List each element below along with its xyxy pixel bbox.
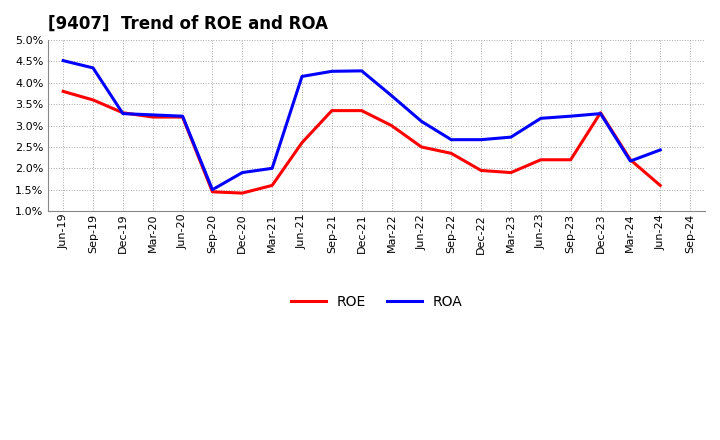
ROE <box>297 140 306 145</box>
ROE <box>447 151 456 156</box>
ROA <box>357 68 366 73</box>
ROA <box>179 114 187 119</box>
ROA <box>477 137 485 142</box>
ROE <box>596 110 605 115</box>
ROE <box>387 123 396 128</box>
Line: ROE: ROE <box>63 92 660 193</box>
ROE <box>238 191 246 196</box>
ROA <box>387 93 396 98</box>
ROE <box>626 157 635 162</box>
ROA <box>59 58 68 63</box>
ROA <box>328 69 336 74</box>
ROA <box>238 170 246 175</box>
ROE <box>179 114 187 120</box>
ROA <box>89 65 97 70</box>
ROA <box>567 114 575 119</box>
ROE <box>507 170 516 175</box>
ROE <box>567 157 575 162</box>
ROE <box>328 108 336 113</box>
ROA <box>507 135 516 140</box>
ROE <box>477 168 485 173</box>
ROA <box>297 74 306 79</box>
Text: [9407]  Trend of ROE and ROA: [9407] Trend of ROE and ROA <box>48 15 328 33</box>
ROA <box>656 147 665 153</box>
ROA <box>596 111 605 116</box>
ROE <box>536 157 545 162</box>
ROE <box>89 97 97 103</box>
ROA <box>447 137 456 142</box>
ROE <box>357 108 366 113</box>
ROA <box>536 116 545 121</box>
ROA <box>208 187 217 192</box>
ROE <box>656 183 665 188</box>
ROE <box>59 89 68 94</box>
ROA <box>119 111 127 116</box>
ROA <box>268 166 276 171</box>
ROA <box>148 112 157 117</box>
ROA <box>417 119 426 124</box>
ROE <box>417 144 426 150</box>
ROE <box>148 114 157 120</box>
ROE <box>268 183 276 188</box>
ROE <box>208 189 217 194</box>
Line: ROA: ROA <box>63 61 660 190</box>
ROE <box>119 110 127 115</box>
ROA <box>626 158 635 164</box>
Legend: ROE, ROA: ROE, ROA <box>285 290 468 315</box>
